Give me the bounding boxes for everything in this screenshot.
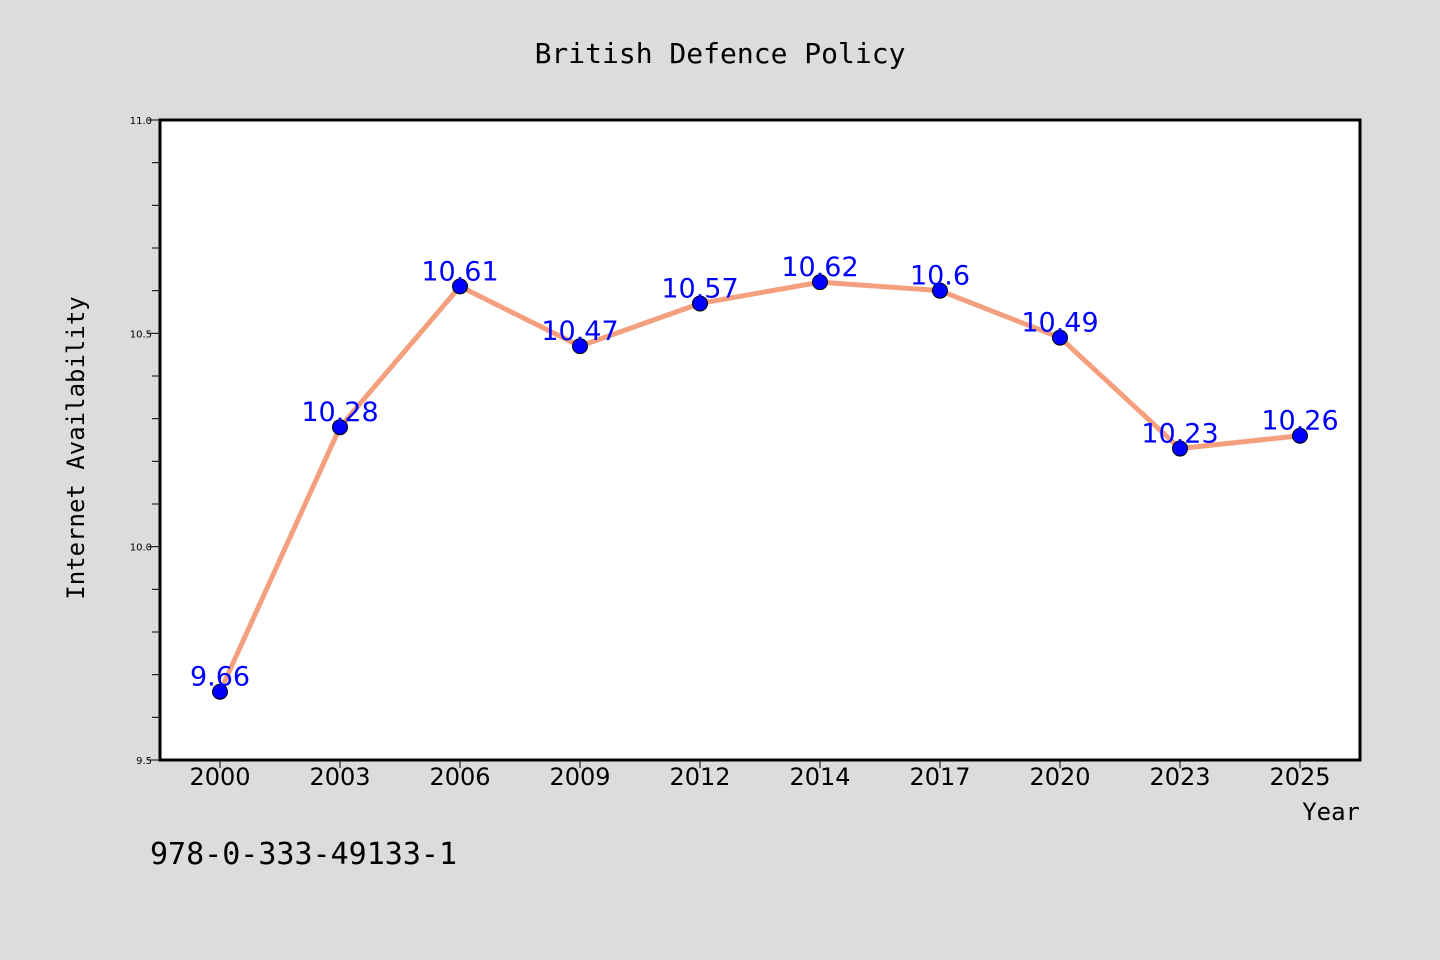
y-tick-label: 9.5 xyxy=(136,756,152,767)
x-tick-label: 2006 xyxy=(429,763,490,791)
data-point xyxy=(332,419,348,436)
data-point xyxy=(1052,329,1068,346)
y-tick-label: 10.5 xyxy=(130,329,152,340)
x-tick-label: 2023 xyxy=(1149,763,1210,791)
x-tick-label: 2020 xyxy=(1029,763,1090,791)
data-point xyxy=(932,282,948,299)
x-axis-ticks xyxy=(219,760,1301,768)
y-tick-label: 10.0 xyxy=(130,543,152,554)
x-axis-label: Year xyxy=(1302,798,1360,826)
data-label: 9.66 xyxy=(190,662,250,693)
chart-title: British Defence Policy xyxy=(535,37,906,70)
data-point xyxy=(572,338,588,355)
data-point xyxy=(212,683,228,700)
x-tick-label: 2025 xyxy=(1269,763,1330,791)
data-point xyxy=(812,274,828,291)
y-tick-label: 11.0 xyxy=(130,116,152,127)
data-label: 10.61 xyxy=(421,256,498,287)
series-line xyxy=(217,279,1303,695)
y-axis-tick-labels: 9.5 10.0 10.5 11.0 xyxy=(130,116,152,767)
x-tick-label: 2000 xyxy=(189,763,250,791)
data-point xyxy=(1172,440,1188,457)
data-point xyxy=(1292,427,1308,444)
data-point xyxy=(692,295,708,312)
x-tick-label: 2014 xyxy=(789,763,850,791)
data-label: 10.23 xyxy=(1141,419,1218,450)
data-label: 10.49 xyxy=(1021,308,1098,339)
footer-identifier: 978-0-333-49133-1 xyxy=(150,837,457,872)
x-tick-label: 2017 xyxy=(909,763,970,791)
data-label: 10.47 xyxy=(541,316,618,347)
data-label: 10.62 xyxy=(781,252,858,283)
x-tick-label: 2012 xyxy=(669,763,730,791)
data-label: 10.6 xyxy=(910,261,970,292)
data-markers xyxy=(212,274,1308,700)
y-axis-label: Internet Availability xyxy=(62,296,90,599)
data-point xyxy=(452,278,468,295)
x-tick-label: 2003 xyxy=(309,763,370,791)
data-labels: 9.66 10.28 10.61 10.47 10.57 10.62 10.6 10.49 10… xyxy=(190,252,1339,693)
x-axis-tick-labels: 2000 2003 2006 2009 2012 2014 2017 2020 2023 2025 xyxy=(189,763,1330,791)
y-axis-ticks xyxy=(148,119,160,761)
data-label: 10.28 xyxy=(301,397,378,428)
x-tick-label: 2009 xyxy=(549,763,610,791)
plot-area xyxy=(158,118,1362,762)
data-label: 10.57 xyxy=(661,273,738,304)
data-label: 10.26 xyxy=(1261,406,1338,437)
